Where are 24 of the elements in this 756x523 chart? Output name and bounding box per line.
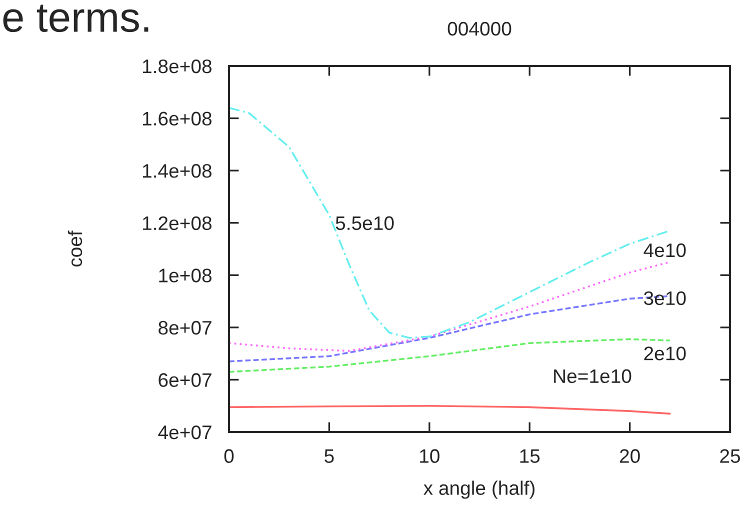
x-tick-label: 0 xyxy=(224,449,234,463)
y-tick-label: 1e+08 xyxy=(159,268,212,282)
series-label: 5.5e10 xyxy=(336,216,394,230)
y-tick-label: 1.2e+08 xyxy=(142,216,212,230)
x-tick-label: 20 xyxy=(620,449,640,463)
y-tick-label: 1.6e+08 xyxy=(142,112,212,126)
y-tick-label: 8e+07 xyxy=(158,320,212,335)
x-tick-label: 15 xyxy=(520,449,540,463)
y-tick-label: 1.8e+08 xyxy=(142,59,212,74)
y-tick-label: 6e+07 xyxy=(158,373,212,387)
series-label: 3e10 xyxy=(644,291,686,306)
series-label: Ne=1e10 xyxy=(554,369,632,384)
x-tick-label: 25 xyxy=(720,449,740,463)
text: e terms. xyxy=(3,4,148,32)
y-tick-label: 4e+07 xyxy=(158,425,212,440)
series-label: 2e10 xyxy=(644,346,686,360)
y-tick-label: 1.4e+08 xyxy=(142,164,212,178)
series-label: 4e10 xyxy=(644,243,686,258)
x-axis-title: x angle (half) xyxy=(424,480,534,499)
x-tick-label: 10 xyxy=(420,449,440,463)
x-tick-label: 5 xyxy=(324,449,334,463)
chart-title: 004000 xyxy=(448,22,512,36)
y-axis-title: coef xyxy=(68,230,82,267)
line-series xyxy=(229,404,671,415)
